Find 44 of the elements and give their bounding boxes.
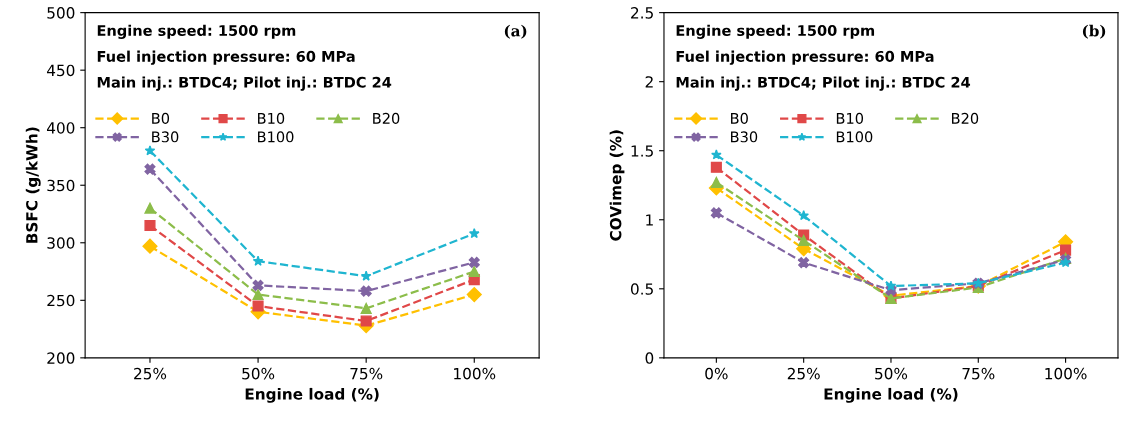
x-tick-label: 50% xyxy=(242,367,275,380)
y-tick-label: 400 xyxy=(46,122,75,134)
legend-label: B10 xyxy=(836,112,864,124)
annotation: Fuel injection pressure: 60 MPa xyxy=(97,50,355,65)
y-tick-label: 1 xyxy=(646,214,653,226)
x-tick-label: 0% xyxy=(705,367,728,380)
annotation: Main inj.: BTDC4; Pilot inj.: BTDC 24 xyxy=(676,76,971,91)
y-tick-label: 0.5 xyxy=(630,283,653,295)
x-tick-label: 25% xyxy=(134,367,167,380)
y-tick-label: 350 xyxy=(47,179,75,192)
legend-label: B10 xyxy=(258,112,285,124)
y-tick-label: 200 xyxy=(47,352,75,364)
y-tick-label: 1.5 xyxy=(631,145,653,157)
x-tick-label: 75% xyxy=(350,367,383,380)
y-tick-label: 2.5 xyxy=(631,7,653,19)
x-tick-label: 100% xyxy=(1045,367,1087,380)
legend-label: B30 xyxy=(731,131,758,143)
y-tick-label: 450 xyxy=(46,64,75,77)
annotation: Engine speed: 1500 rpm xyxy=(97,24,296,39)
x-tick-label: 50% xyxy=(875,367,908,380)
legend-label: B100 xyxy=(258,131,294,143)
y-tick-label: 250 xyxy=(47,294,75,307)
annotation: (b) xyxy=(1082,24,1106,39)
legend-label: B0 xyxy=(731,112,748,124)
y-tick-label: 500 xyxy=(47,7,75,19)
annotation: Engine speed: 1500 rpm xyxy=(676,24,875,39)
annotation: (a) xyxy=(504,24,527,39)
x-axis-title: Engine load (%) xyxy=(245,387,379,403)
x-tick-label: 75% xyxy=(962,367,995,380)
y-tick-label: 0 xyxy=(645,352,654,364)
legend-label: B100 xyxy=(836,131,873,143)
y-tick-label: 300 xyxy=(47,237,75,249)
legend-label: B0 xyxy=(152,112,170,124)
x-axis-title: Engine load (%) xyxy=(824,387,958,403)
legend-label: B30 xyxy=(152,131,179,143)
legend-label: B20 xyxy=(373,112,400,124)
x-tick-label: 25% xyxy=(787,367,820,380)
x-tick-label: 100% xyxy=(454,367,496,380)
y-axis-title: COVimep (%) xyxy=(609,130,625,241)
y-tick-label: 2 xyxy=(645,76,653,88)
annotation: Fuel injection pressure: 60 MPa xyxy=(676,50,934,65)
y-axis-title: BSFC (g/kWh) xyxy=(25,127,41,243)
legend-label: B20 xyxy=(952,112,979,124)
annotation: Main inj.: BTDC4; Pilot inj.: BTDC 24 xyxy=(97,76,392,91)
